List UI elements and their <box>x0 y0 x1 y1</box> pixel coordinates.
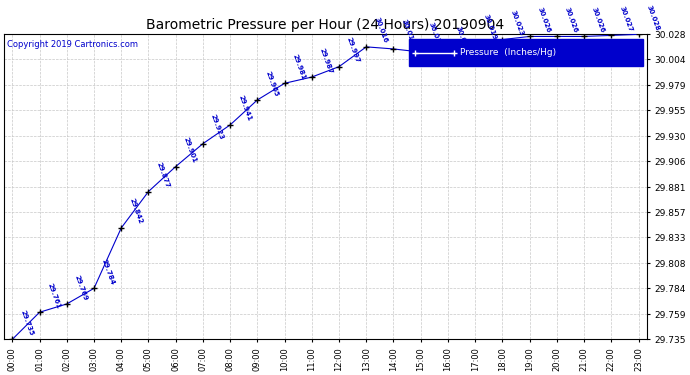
Text: 30.011: 30.011 <box>428 22 442 49</box>
Text: 29.735: 29.735 <box>19 309 34 336</box>
Text: 30.019: 30.019 <box>482 13 497 41</box>
Text: 30.016: 30.016 <box>373 16 388 44</box>
Text: 29.987: 29.987 <box>319 47 334 74</box>
Text: Pressure  (Inches/Hg): Pressure (Inches/Hg) <box>460 48 557 57</box>
Text: 29.877: 29.877 <box>155 161 170 189</box>
Text: 29.901: 29.901 <box>183 136 197 164</box>
Text: 29.784: 29.784 <box>101 258 116 285</box>
Text: 30.027: 30.027 <box>618 5 633 33</box>
FancyBboxPatch shape <box>409 39 644 66</box>
Text: 30.026: 30.026 <box>591 6 606 34</box>
Text: 30.023: 30.023 <box>509 9 524 37</box>
Title: Barometric Pressure per Hour (24 Hours) 20190904: Barometric Pressure per Hour (24 Hours) … <box>146 18 504 32</box>
Text: 30.026: 30.026 <box>537 6 551 34</box>
Text: 30.008: 30.008 <box>455 25 470 52</box>
Text: 29.997: 29.997 <box>346 36 361 64</box>
Text: 29.769: 29.769 <box>74 274 88 301</box>
Text: 30.026: 30.026 <box>564 6 579 34</box>
Text: 29.761: 29.761 <box>46 282 61 309</box>
Text: 30.028: 30.028 <box>645 4 660 32</box>
Text: 29.981: 29.981 <box>292 53 306 81</box>
Text: 29.842: 29.842 <box>128 198 143 225</box>
Text: Copyright 2019 Cartronics.com: Copyright 2019 Cartronics.com <box>8 40 139 50</box>
Text: 29.941: 29.941 <box>237 94 252 122</box>
Text: 29.965: 29.965 <box>264 70 279 97</box>
Text: 29.923: 29.923 <box>210 114 225 141</box>
Text: 30.014: 30.014 <box>400 18 415 46</box>
